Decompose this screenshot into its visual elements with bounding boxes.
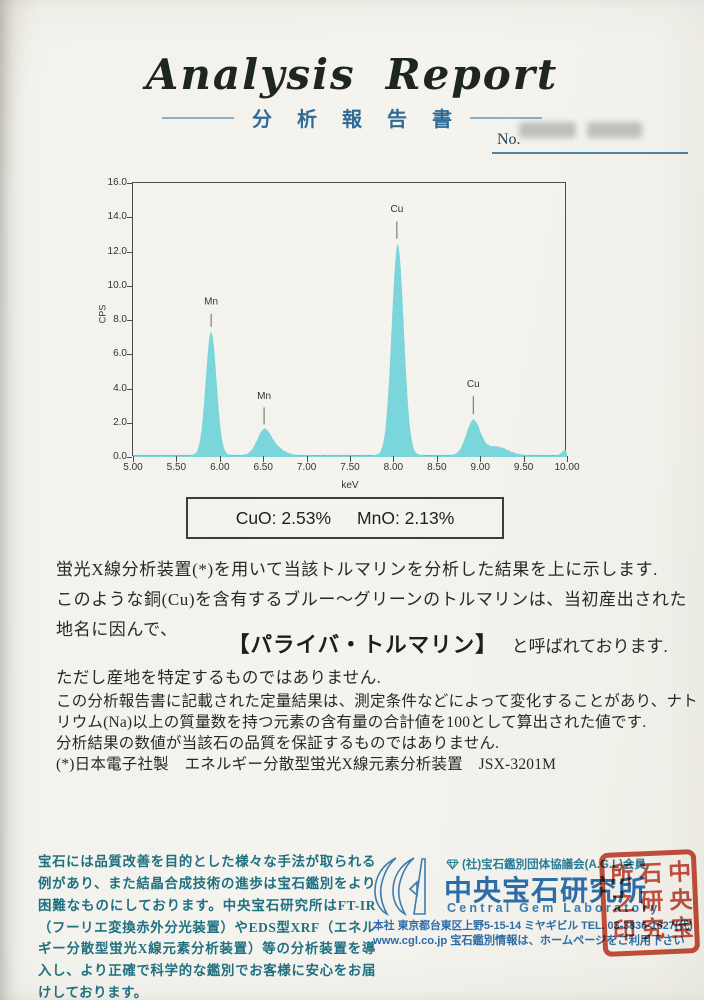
x-tick-mark [306, 456, 308, 462]
x-tick-mark [436, 456, 438, 462]
y-tick-mark [127, 388, 132, 390]
gem-name-row: 【パライバ・トルマリン】 と呼ばれております. [228, 628, 668, 659]
y-tick-12.0: 12.0 [107, 245, 127, 257]
body-paragraph2: ただし産地を特定するものではありません. [56, 668, 382, 687]
peak-label-Cu: Cu [390, 204, 403, 215]
y-tick-0.0: 0.0 [113, 451, 127, 462]
body-paragraph1-line3: 地名に因んで、 [56, 620, 178, 639]
x-tick-mark [393, 456, 395, 462]
seal-column-middle: 石研究 [635, 860, 664, 946]
report-number-rule [492, 152, 688, 154]
x-tick-6.00: 6.00 [210, 462, 230, 473]
x-tick-mark [567, 456, 568, 462]
y-tick-mark [127, 183, 132, 184]
spectrum-plot: Mn Mn Cu Cu [133, 204, 567, 457]
x-tick-5.50: 5.50 [166, 462, 187, 473]
y-tick-mark [127, 457, 132, 458]
y-tick-10.0: 10.0 [107, 279, 127, 291]
y-tick-14.0: 14.0 [107, 211, 127, 223]
x-tick-8.00: 8.00 [383, 462, 404, 473]
body-paragraph1-line2: このような銅(Cu)を含有するブルー～グリーンのトルマリンは、当初産出された [56, 590, 688, 609]
y-tick-8.0: 8.0 [113, 314, 127, 325]
x-tick-mark [263, 456, 265, 462]
subtitle-rule-left [162, 116, 234, 119]
x-tick-6.50: 6.50 [253, 462, 273, 473]
title-word-analysis: Analysis [145, 50, 356, 99]
x-tick-9.50: 9.50 [513, 462, 534, 473]
subtitle-row: 分 析 報 告 書 [0, 103, 704, 132]
seal-column-left: 所之印 [606, 861, 635, 947]
note-line4-instrument: (*)日本電子社製 エネルギー分散型蛍光X線元素分析装置 JSX-3201M [56, 756, 557, 773]
report-number-label: No. [497, 131, 521, 148]
body-paragraph1-line1: 蛍光X線分析装置(*)を用いて当該トルマリンを分析した結果を上に示します. [56, 560, 659, 579]
mno-value: MnO: 2.13% [357, 507, 455, 528]
x-tick-7.00: 7.00 [296, 462, 317, 473]
oxide-result-box: CuO: 2.53% MnO: 2.13% [186, 497, 504, 539]
seal-column-right: 中央宝 [664, 859, 693, 945]
x-tick-mark [176, 456, 178, 462]
y-tick-4.0: 4.0 [113, 382, 127, 394]
lab-notice-text: 宝石には品質改善を目的とした様々な手法が取られる例があり、また結晶合成技術の進歩… [38, 854, 376, 1000]
x-tick-mark [350, 456, 351, 462]
x-tick-9.00: 9.00 [470, 462, 490, 473]
x-tick-7.50: 7.50 [340, 462, 360, 473]
x-tick-5.00: 5.00 [123, 462, 143, 473]
gem-icon [446, 859, 459, 870]
y-tick-16.0: 16.0 [107, 177, 127, 188]
x-tick-mark [133, 456, 134, 462]
report-number-redacted [519, 122, 576, 138]
y-tick-mark [127, 251, 132, 253]
x-tick-mark [219, 456, 221, 462]
x-tick-mark [523, 456, 525, 462]
x-tick-8.50: 8.50 [427, 462, 447, 473]
y-tick-mark [127, 354, 132, 356]
cgl-logo-icon [374, 857, 426, 916]
peak-label-Cu: Cu [467, 379, 480, 390]
x-tick-10.00: 10.00 [554, 462, 580, 473]
cuo-value: CuO: 2.53% [235, 507, 332, 528]
y-tick-mark [127, 320, 132, 321]
note-line2: リウム(Na)以上の質量数を持つ元素の含有量の合計値を100として算出された値で… [56, 714, 647, 731]
xrf-spectrum-chart: Mn Mn Cu Cu CPS keV 16.0 14.0 12.0 10.0 8.0 6.0 4… [97, 177, 579, 491]
x-tick-mark [480, 456, 482, 462]
note-line1: この分析報告書に記載された定量結果は、測定条件などによって変化することがあり、ナ… [56, 693, 698, 710]
gem-name-suffix: と呼ばれております. [511, 637, 668, 656]
y-tick-2.0: 2.0 [113, 416, 127, 428]
y-tick-mark [127, 217, 132, 219]
report-number-redacted [587, 122, 642, 138]
peak-label-Mn: Mn [257, 391, 271, 402]
y-tick-6.0: 6.0 [113, 348, 127, 360]
spectrum-area [133, 243, 567, 457]
y-tick-mark [127, 422, 132, 424]
peak-label-Mn: Mn [204, 297, 218, 308]
y-tick-mark [127, 285, 132, 287]
subtitle-japanese: 分 析 報 告 書 [252, 109, 462, 131]
note-line3: 分析結果の数値が当該石の品質を保証するものではありません. [56, 735, 500, 752]
lab-red-seal-stamp: 中央宝 石研究 所之印 [598, 848, 701, 958]
gem-name-highlight: 【パライバ・トルマリン】 [228, 633, 498, 657]
title-word-report: Report [385, 50, 559, 99]
x-axis-label: keV [341, 480, 359, 491]
page-title: Analysis Report [0, 50, 704, 99]
subtitle-rule-right [470, 116, 542, 119]
